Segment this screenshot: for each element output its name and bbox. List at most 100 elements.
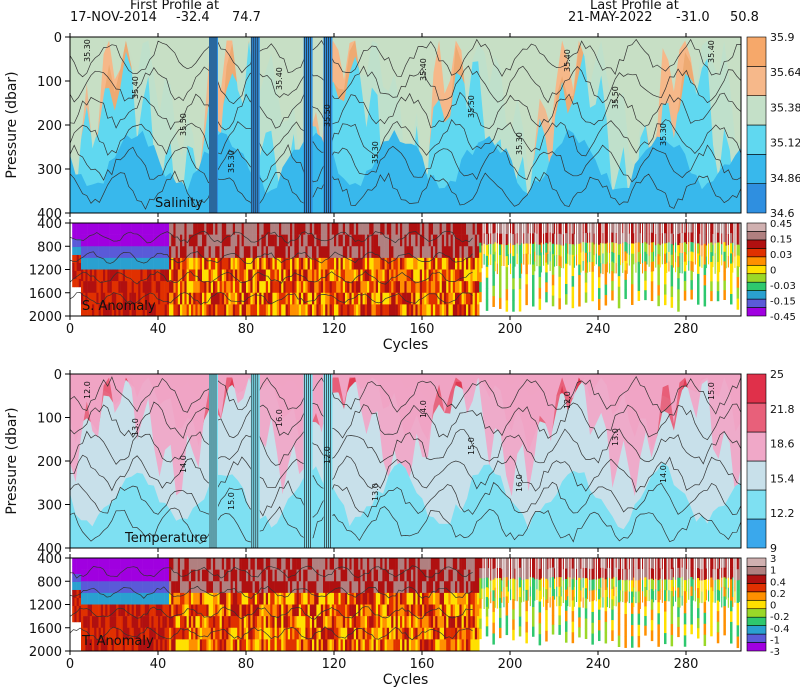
anomaly-cell xyxy=(679,252,681,264)
anomaly-cell xyxy=(598,223,601,235)
anomaly-cell xyxy=(397,616,401,629)
anomaly-cell xyxy=(221,292,225,305)
anomaly-cell xyxy=(309,616,313,629)
anomaly-cell xyxy=(265,269,269,282)
anomaly-cell xyxy=(151,281,154,294)
anomaly-cell xyxy=(679,232,681,244)
anomaly-cell xyxy=(338,281,341,294)
anomaly-cell xyxy=(560,586,562,597)
anomaly-cell xyxy=(380,627,383,640)
anomaly-cell xyxy=(336,639,339,651)
anomaly-cell xyxy=(364,604,368,617)
anomaly-cell xyxy=(598,244,601,256)
anomaly-cell xyxy=(160,627,163,640)
anomaly-cell xyxy=(417,292,421,305)
anomaly-cell xyxy=(72,278,75,288)
anomaly-cell xyxy=(518,267,522,279)
anomaly-cell xyxy=(85,246,88,259)
anomaly-cell xyxy=(215,604,218,617)
anomaly-cell xyxy=(246,558,249,570)
anomaly-cell xyxy=(686,569,688,581)
anomaly-cell xyxy=(316,257,319,270)
anomaly-cell xyxy=(448,223,451,235)
anomaly-cell xyxy=(105,292,108,305)
anomaly-cell xyxy=(417,269,421,282)
anomaly-cell xyxy=(562,580,564,592)
anomaly-cell xyxy=(736,636,740,649)
anomaly-cell xyxy=(261,304,264,316)
anomaly-cell xyxy=(78,238,82,248)
anomaly-cell xyxy=(677,558,680,569)
anomaly-cell xyxy=(395,234,399,247)
anomaly-cell xyxy=(356,257,359,270)
anomaly-cell xyxy=(320,269,324,282)
anomaly-cell xyxy=(719,262,721,273)
anomaly-cell xyxy=(426,569,429,582)
anomaly-cell xyxy=(714,233,716,244)
anomaly-cell xyxy=(120,616,124,629)
anomaly-cell xyxy=(274,304,278,316)
anomaly-cell xyxy=(439,269,443,282)
anomaly-cell xyxy=(716,558,720,569)
anomaly-cell xyxy=(103,281,106,294)
anomaly-cell xyxy=(441,304,445,316)
anomaly-cell xyxy=(734,245,736,257)
anomaly-cell xyxy=(547,233,549,244)
anomaly-cell xyxy=(312,569,315,582)
anomaly-cell xyxy=(428,616,432,629)
anomaly-cell xyxy=(697,608,700,619)
anomaly-cell xyxy=(609,253,611,264)
anomaly-cell xyxy=(395,616,399,629)
anomaly-cell xyxy=(558,233,561,245)
anomaly-cell xyxy=(356,639,359,651)
anomaly-cell xyxy=(345,234,348,247)
anomaly-cell xyxy=(175,292,179,305)
anomaly-cell xyxy=(349,304,352,316)
anomaly-cell xyxy=(147,558,150,570)
anomaly-cell xyxy=(580,558,582,570)
anomaly-cell xyxy=(331,569,335,582)
anomaly-cell xyxy=(309,269,313,282)
anomaly-cell xyxy=(301,304,304,316)
anomaly-cell xyxy=(127,281,130,294)
anomaly-cell xyxy=(697,558,700,569)
anomaly-cell xyxy=(140,569,143,582)
anomaly-cell xyxy=(351,627,355,640)
anomaly-cell xyxy=(536,223,538,235)
anomaly-cell xyxy=(153,627,157,640)
anomaly-cell xyxy=(323,604,326,617)
anomaly-cell xyxy=(474,234,478,247)
anomaly-cell xyxy=(450,257,454,270)
anomaly-cell xyxy=(226,592,229,605)
anomaly-cell xyxy=(279,269,282,282)
anomaly-cell xyxy=(334,269,337,282)
anomaly-cell xyxy=(628,233,630,245)
anomaly-cell xyxy=(547,223,549,234)
anomaly-cell xyxy=(230,234,234,247)
anomaly-cell xyxy=(239,269,242,282)
anomaly-cell xyxy=(380,304,383,316)
anomaly-cell xyxy=(138,639,141,651)
anomaly-cell xyxy=(316,592,319,605)
anomaly-cell xyxy=(576,568,578,581)
anomaly-cell xyxy=(87,223,91,235)
anomaly-cell xyxy=(252,257,256,270)
anomaly-cell xyxy=(309,581,313,594)
anomaly-cell xyxy=(171,246,174,259)
anomaly-cell xyxy=(331,616,335,629)
anomaly-cell xyxy=(505,278,509,290)
anomaly-cell xyxy=(261,269,264,282)
anomaly-cell xyxy=(125,304,128,316)
anomaly-cell xyxy=(274,269,278,282)
anomaly-cell xyxy=(736,266,740,278)
anomaly-cell xyxy=(353,604,357,617)
anomaly-cell xyxy=(309,292,313,305)
anomaly-cell xyxy=(611,589,614,600)
anomaly-cell xyxy=(589,261,591,272)
anomaly-cell xyxy=(604,579,608,591)
anomaly-cell xyxy=(397,581,401,594)
anomaly-cell xyxy=(472,292,476,305)
anomaly-cell xyxy=(307,616,311,629)
anomaly-cell xyxy=(72,558,75,567)
anomaly-cell xyxy=(558,276,561,288)
